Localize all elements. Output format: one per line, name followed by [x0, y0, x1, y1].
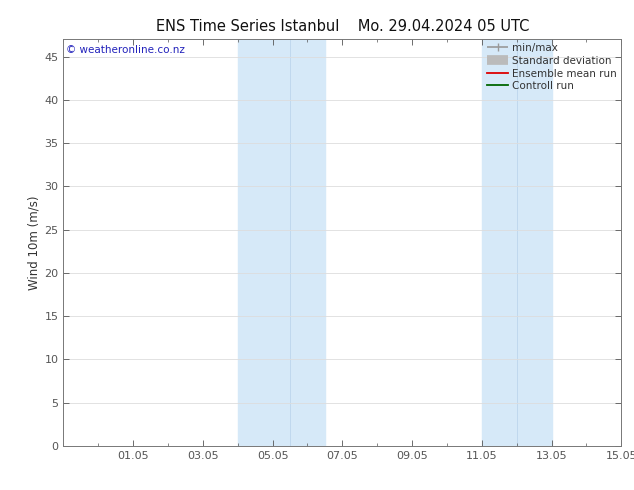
- Bar: [238, 39, 325, 446]
- Y-axis label: Wind 10m (m/s): Wind 10m (m/s): [27, 196, 40, 290]
- Text: © weatheronline.co.nz: © weatheronline.co.nz: [66, 45, 185, 55]
- Bar: [482, 39, 552, 446]
- Legend: min/max, Standard deviation, Ensemble mean run, Controll run: min/max, Standard deviation, Ensemble me…: [485, 41, 619, 93]
- Title: ENS Time Series Istanbul    Mo. 29.04.2024 05 UTC: ENS Time Series Istanbul Mo. 29.04.2024 …: [156, 19, 529, 34]
